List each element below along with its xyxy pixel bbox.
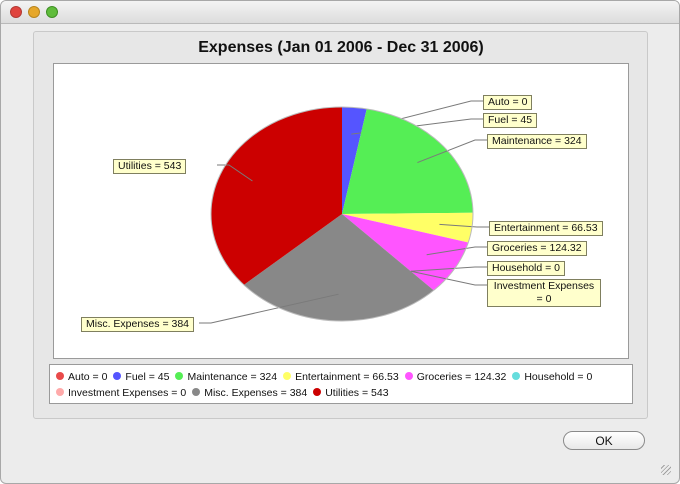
zoom-window-icon[interactable] [46,6,58,18]
title-bar[interactable] [1,1,679,24]
pie-slice-maintenance [342,108,473,214]
legend-label: Groceries = 124.32 [416,371,507,383]
legend-item: Maintenance = 324 [175,369,277,385]
legend-swatch-icon [283,372,292,380]
slice-label: Auto = 0 [483,95,533,110]
legend-item: Groceries = 124.32 [404,369,507,385]
legend-label: Investment Expenses = 0 [68,387,187,399]
pie-slice-groceries [342,214,469,291]
legend-label: Entertainment = 66.53 [295,371,399,383]
legend-swatch-icon [313,388,322,396]
legend-item: Household = 0 [512,369,592,385]
legend-item: Investment Expenses = 0 [56,385,186,401]
legend-item: Fuel = 45 [113,369,169,385]
legend-item: Entertainment = 66.53 [283,369,399,385]
legend-label: Household = 0 [524,371,593,383]
pie-slice-utilities [211,107,342,285]
resize-grip-icon[interactable] [661,465,671,475]
legend-swatch-icon [56,372,64,380]
legend-swatch-icon [512,372,521,380]
leader-line [417,139,487,164]
pie-slice-entertainment [342,212,473,243]
leader-line [199,293,339,324]
pie-outline [210,106,474,322]
slice-label: Utilities = 543 [113,159,187,174]
legend-swatch-icon [175,372,184,380]
legend-label: Auto = 0 [68,371,108,383]
slice-label: Household = 0 [487,261,566,276]
slice-label: Groceries = 124.32 [487,241,587,256]
ok-button[interactable]: OK [563,431,645,450]
legend-item: Misc. Expenses = 384 [192,385,307,401]
slice-label: Entertainment = 66.53 [489,221,603,236]
legend-label: Utilities = 543 [325,387,389,399]
legend-swatch-icon [404,372,413,380]
legend-item: Auto = 0 [56,369,107,385]
leader-line [217,164,253,182]
leader-line [426,246,487,256]
minimize-window-icon[interactable] [28,6,40,18]
pie-slice-fuel [342,107,367,214]
slice-label: Maintenance = 324 [487,134,587,149]
leader-line [410,270,487,286]
legend-swatch-icon [56,388,64,396]
legend-label: Maintenance = 324 [187,371,278,383]
chart-title: Expenses (Jan 01 2006 - Dec 31 2006) [198,39,484,56]
slice-label: Fuel = 45 [483,113,538,128]
legend-item: Utilities = 543 [313,385,389,401]
pie-slice-misc-expenses [243,214,434,321]
leader-line [439,223,489,228]
close-window-icon[interactable] [10,6,22,18]
leader-line [410,266,487,272]
slice-label: Investment Expenses = 0 [487,279,601,307]
slice-label: Misc. Expenses = 384 [81,317,195,332]
legend-label: Fuel = 45 [125,371,170,383]
legend-swatch-icon [113,372,122,380]
legend-swatch-icon [192,388,201,396]
chart-legend: Auto = 0 Fuel = 45 Maintenance = 324 Entert… [49,364,633,404]
legend-label: Misc. Expenses = 384 [204,387,308,399]
